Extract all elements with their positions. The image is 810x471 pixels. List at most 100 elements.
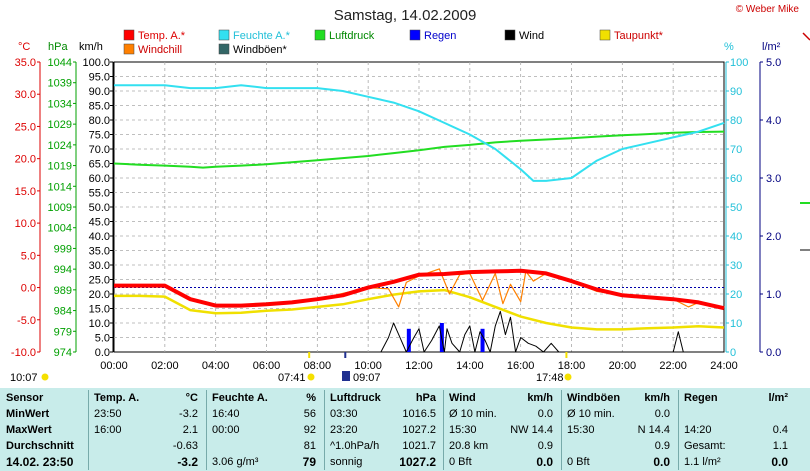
humidity-tick-label: 30 xyxy=(730,260,742,272)
wind-tick-label: 70.0 xyxy=(89,144,110,156)
sunset-icon xyxy=(564,373,572,381)
wind-tick-label: 0.0 xyxy=(95,347,110,359)
pressure-tick-label: 1034 xyxy=(48,98,72,110)
wind-tick-label: 55.0 xyxy=(89,188,110,200)
chart-legend: Temp. A.* Feuchte A.* Luftdruck Regen Wind Ta… xyxy=(123,29,664,56)
pressure-tick-label: 1009 xyxy=(48,202,72,214)
temp-tick-label: 30.0 xyxy=(15,89,36,101)
series-line-taupunkt xyxy=(114,288,725,331)
row-label-max: MaxWert xyxy=(6,424,52,436)
legend-label: Luftdruck xyxy=(329,30,375,42)
gust-avg-value: 0.9 xyxy=(654,440,670,452)
humidity-tick-label: 70 xyxy=(730,144,742,156)
humidity-max-time: 00:00 xyxy=(212,424,240,436)
humidity-tick-label: 40 xyxy=(730,231,742,243)
wind-tick-label: 95.0 xyxy=(89,72,110,84)
rain-total-label: Gesamt: xyxy=(684,440,726,452)
statistics-table: Sensor MinWert MaxWert Durchschnitt 14.0… xyxy=(0,388,810,471)
temp-column: Temp. A. °C 23:50 -3.2 16:00 2.1 -0.63 -… xyxy=(94,388,202,471)
wind-column: Wind km/h Ø 10 min. 0.0 15:30 NW 14.4 20… xyxy=(449,388,557,471)
pressure-tick-label: 1029 xyxy=(48,119,72,131)
pressure-forecast: sonnig xyxy=(330,456,363,468)
rain-bar xyxy=(480,328,485,352)
rain-max-value: 0.4 xyxy=(772,424,788,436)
rain-max-time: 14:20 xyxy=(684,424,712,436)
wind-tick-label: 90.0 xyxy=(89,86,110,98)
sun-icon xyxy=(41,373,49,381)
legend-label: Feuchte A.* xyxy=(233,30,291,42)
x-tick-label: 16:00 xyxy=(507,360,535,372)
copyright-note: © Weber Mike xyxy=(736,4,800,15)
gust-min-time: Ø 10 min. xyxy=(567,408,615,420)
pressure-column: Luftdruck hPa 03:30 1016.5 23:20 1027.2 … xyxy=(330,388,440,471)
left-time-label: 10:07 xyxy=(10,372,38,384)
rain-tick-label: 0.0 xyxy=(766,347,781,359)
legend-label: Temp. A.* xyxy=(138,30,186,42)
row-label-min: MinWert xyxy=(6,408,50,420)
pressure-tick-label: 1014 xyxy=(48,181,72,193)
weather-chart: Samstag, 14.02.2009 © Weber Mike Temp. A… xyxy=(10,4,810,384)
wind-tick-label: 65.0 xyxy=(89,159,110,171)
legend-swatch xyxy=(123,43,135,55)
temp-unit-label: °C xyxy=(18,41,30,53)
humidity-tick-label: 90 xyxy=(730,86,742,98)
rain-header: Regen xyxy=(684,392,718,404)
rain-column: Regen l/m² 14:20 0.4 Gesamt: 1.1 1.1 l/m… xyxy=(684,388,792,471)
series-line-temp-a xyxy=(114,268,725,311)
temp-current-value: -3.2 xyxy=(177,455,198,469)
series-line-luftdruck xyxy=(113,130,725,169)
rain-unit: l/m² xyxy=(768,392,788,404)
x-tick-label: 14:00 xyxy=(456,360,484,372)
wind-max-time: 15:30 xyxy=(449,424,477,436)
kmh-unit-label: km/h xyxy=(79,41,103,53)
pressure-min-value: 1016.5 xyxy=(402,408,436,420)
chart-title: Samstag, 14.02.2009 xyxy=(334,7,477,24)
x-tick-label: 08:00 xyxy=(304,360,332,372)
pressure-tick-label: 1044 xyxy=(48,57,72,69)
moon-time-label: 09:07 xyxy=(353,372,381,384)
sunrise-time-label: 07:41 xyxy=(278,372,306,384)
pressure-tick-label: 994 xyxy=(54,264,72,276)
pressure-tick-label: 984 xyxy=(54,306,72,318)
x-tick-label: 18:00 xyxy=(558,360,586,372)
temp-header: Temp. A. xyxy=(94,392,140,404)
humidity-tick-label: 50 xyxy=(730,202,742,214)
legend-label: Windböen* xyxy=(233,44,288,56)
temp-unit: °C xyxy=(185,392,198,404)
wind-tick-label: 40.0 xyxy=(89,231,110,243)
humidity-tick-label: 0 xyxy=(730,347,736,359)
rain-tick-label: 3.0 xyxy=(766,173,781,185)
temp-tick-label: -10.0 xyxy=(11,347,36,359)
temp-max-time: 16:00 xyxy=(94,424,122,436)
humidity-tick-label: 100 xyxy=(730,57,748,69)
temp-avg-value: -0.63 xyxy=(172,440,198,452)
humidity-abs-value: 3.06 g/m³ xyxy=(212,456,259,468)
temp-tick-label: 15.0 xyxy=(15,186,36,198)
legend-label: Regen xyxy=(424,30,456,42)
gust-column: Windböen km/h Ø 10 min. 0.0 15:30 N 14.4… xyxy=(567,388,674,471)
sensor-column: Sensor MinWert MaxWert Durchschnitt 14.0… xyxy=(6,388,86,471)
pressure-tick-label: 1019 xyxy=(48,161,72,173)
temp-tick-label: 5.0 xyxy=(21,250,36,262)
pressure-tick-label: 989 xyxy=(54,285,72,297)
row-label-avg: Durchschnitt xyxy=(6,440,74,452)
gust-header: Windböen xyxy=(567,392,621,404)
pressure-header: Luftdruck xyxy=(330,392,381,404)
pressure-tick-label: 979 xyxy=(54,326,72,338)
rain-daily-sum: 1.1 l/m² xyxy=(684,456,721,468)
temp-max-value: 2.1 xyxy=(182,424,198,436)
wind-tick-label: 45.0 xyxy=(89,217,110,229)
x-tick-label: 00:00 xyxy=(100,360,128,372)
x-tick-label: 06:00 xyxy=(253,360,281,372)
legend-swatch xyxy=(218,29,230,41)
gust-max-time: 15:30 xyxy=(567,424,595,436)
x-tick-label: 22:00 xyxy=(659,360,687,372)
x-tick-label: 02:00 xyxy=(151,360,179,372)
gust-bft: 0 Bft xyxy=(567,456,590,468)
temp-tick-label: 0.0 xyxy=(21,283,36,295)
temp-tick-label: 35.0 xyxy=(15,57,36,69)
legend-swatch xyxy=(314,29,326,41)
pressure-unit: hPa xyxy=(415,392,436,404)
wind-tick-label: 5.0 xyxy=(95,333,110,345)
wind-tick-label: 75.0 xyxy=(89,130,110,142)
